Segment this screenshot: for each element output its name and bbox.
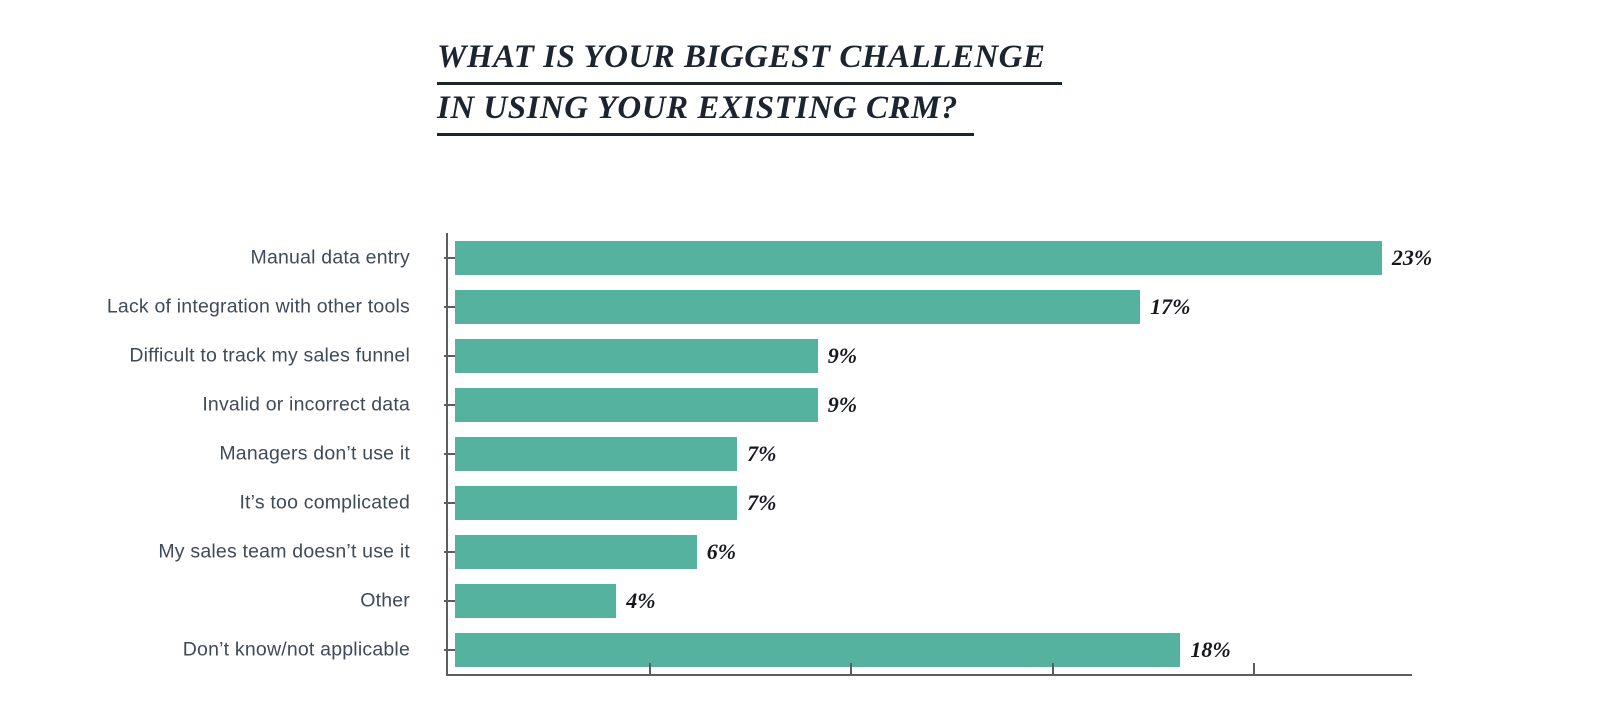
bar	[455, 583, 617, 618]
bar	[455, 338, 818, 373]
category-label: Lack of integration with other tools	[106, 295, 410, 317]
bar-row: Manual data entry 23%	[251, 233, 1432, 282]
y-axis-tick	[444, 305, 456, 308]
bar	[455, 387, 818, 422]
chart-title-line2: IN USING YOUR EXISTING CRM?	[437, 85, 974, 136]
x-axis-tick	[648, 663, 651, 674]
x-axis-tick	[1253, 663, 1255, 674]
y-axis-tick	[444, 354, 456, 357]
value-label: 17%	[1150, 293, 1191, 319]
bar-row: Managers don’t use it 7%	[219, 429, 1412, 478]
bar	[455, 240, 1382, 275]
category-label: Difficult to track my sales funnel	[129, 344, 410, 366]
bar-row: Other 4%	[360, 576, 1412, 625]
bar-row: Invalid or incorrect data 9%	[202, 380, 1412, 429]
value-label: 9%	[827, 342, 858, 368]
y-axis-tick	[444, 256, 456, 259]
x-axis-tick	[850, 663, 852, 674]
value-label: 9%	[827, 391, 858, 417]
bar	[455, 485, 738, 520]
category-label: Invalid or incorrect data	[202, 393, 410, 415]
x-axis-tick	[1051, 663, 1054, 674]
bar	[455, 632, 1181, 667]
chart-title-line1: WHAT IS YOUR BIGGEST CHALLENGE	[437, 34, 1062, 85]
y-axis-tick	[444, 501, 456, 504]
category-label: Don’t know/not applicable	[182, 638, 410, 660]
category-label: It’s too complicated	[239, 491, 410, 513]
category-label: Managers don’t use it	[219, 442, 410, 464]
bar	[455, 436, 738, 471]
chart-title: WHAT IS YOUR BIGGEST CHALLENGE IN USING …	[437, 34, 1062, 136]
value-label: 7%	[747, 440, 777, 466]
bar-row: Lack of integration with other tools 17%	[107, 282, 1412, 331]
category-label: My sales team doesn’t use it	[158, 540, 410, 562]
value-label: 4%	[626, 587, 656, 613]
y-axis-tick	[444, 452, 456, 455]
value-label: 23%	[1391, 244, 1433, 270]
y-axis-tick	[444, 648, 456, 651]
y-axis-tick	[444, 403, 456, 406]
value-label: 6%	[706, 538, 737, 564]
bar-row: Difficult to track my sales funnel 9%	[129, 331, 1412, 380]
y-axis-tick	[444, 550, 456, 553]
value-label: 7%	[747, 489, 777, 515]
value-label: 18%	[1190, 636, 1231, 662]
y-axis-tick	[444, 599, 456, 602]
plot-area: Manual data entry 23% Lack of integratio…	[107, 233, 1432, 676]
bar-row: Don’t know/not applicable 18%	[183, 625, 1412, 674]
bar	[455, 289, 1141, 324]
bar-row: My sales team doesn’t use it 6%	[158, 527, 1412, 576]
category-label: Manual data entry	[250, 246, 410, 268]
category-label: Other	[360, 589, 410, 611]
bar	[455, 534, 697, 569]
bar-row: It’s too complicated 7%	[239, 478, 1412, 527]
